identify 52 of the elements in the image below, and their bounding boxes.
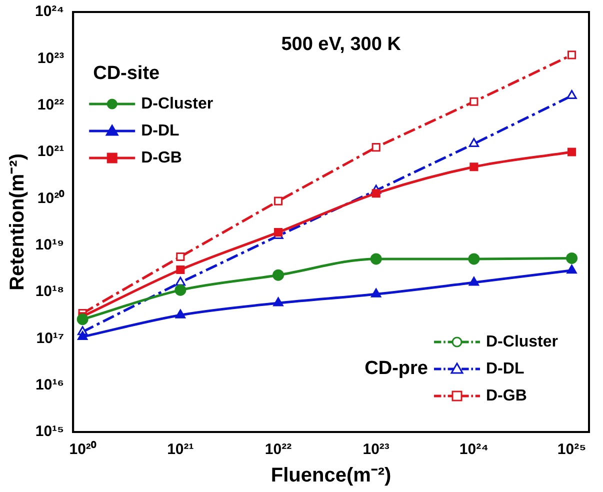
point bbox=[370, 253, 382, 265]
y-tick-label: 10²⁰ bbox=[37, 188, 66, 207]
point bbox=[176, 252, 185, 262]
y-tick-label: 10¹⁹ bbox=[35, 236, 64, 254]
point bbox=[468, 276, 480, 286]
point bbox=[174, 284, 186, 296]
legend-label: D-GB bbox=[486, 387, 527, 404]
y-tick-label: 10²¹ bbox=[37, 143, 64, 160]
point bbox=[78, 330, 88, 340]
y-tick-label: 10²² bbox=[37, 96, 64, 114]
legend-label: D-DL bbox=[141, 122, 180, 140]
y-axis-title: Retention(m⁻²) bbox=[6, 154, 29, 290]
point bbox=[470, 162, 478, 172]
point bbox=[468, 138, 480, 148]
legend-label: D-Cluster bbox=[486, 333, 558, 350]
y-tick-label: 10¹⁷ bbox=[36, 330, 64, 347]
x-tick-label: 10²⁰ bbox=[69, 440, 97, 458]
point bbox=[272, 269, 284, 281]
legend-label: D-GB bbox=[141, 149, 182, 166]
x-axis-title: Fluence(m⁻²) bbox=[270, 464, 392, 487]
point bbox=[567, 50, 576, 60]
point bbox=[566, 264, 577, 274]
point bbox=[372, 189, 380, 198]
point bbox=[470, 97, 478, 106]
legend-label: D-DL bbox=[486, 360, 524, 378]
point bbox=[274, 196, 283, 206]
point bbox=[372, 143, 380, 152]
x-tick-label: 10²² bbox=[264, 441, 292, 458]
point bbox=[566, 90, 577, 100]
y-tick-label: 10¹⁸ bbox=[35, 283, 64, 300]
point bbox=[176, 265, 185, 274]
y-tick-label: 10²⁴ bbox=[34, 3, 64, 20]
point bbox=[175, 309, 186, 318]
annotation: CD-pre bbox=[364, 358, 428, 380]
x-tick-label: 10²¹ bbox=[167, 441, 194, 458]
point bbox=[76, 314, 88, 326]
annotation: CD-site bbox=[93, 63, 160, 84]
y-tick-label: 10¹⁵ bbox=[35, 423, 64, 440]
point bbox=[273, 297, 284, 306]
text: 500 eV, 300 K bbox=[281, 34, 402, 56]
point bbox=[371, 288, 382, 298]
x-tick-label: 10²³ bbox=[362, 441, 390, 458]
point bbox=[566, 252, 578, 264]
point bbox=[274, 228, 283, 237]
legend-label: D-Cluster bbox=[141, 95, 214, 112]
x-tick-label: 10²⁵ bbox=[557, 441, 586, 458]
x-tick-label: 10²⁴ bbox=[459, 441, 488, 458]
point bbox=[468, 253, 480, 265]
y-tick-label: 10²³ bbox=[37, 50, 64, 67]
point bbox=[567, 148, 576, 156]
point bbox=[175, 276, 186, 286]
y-tick-label: 10¹⁶ bbox=[36, 376, 64, 394]
